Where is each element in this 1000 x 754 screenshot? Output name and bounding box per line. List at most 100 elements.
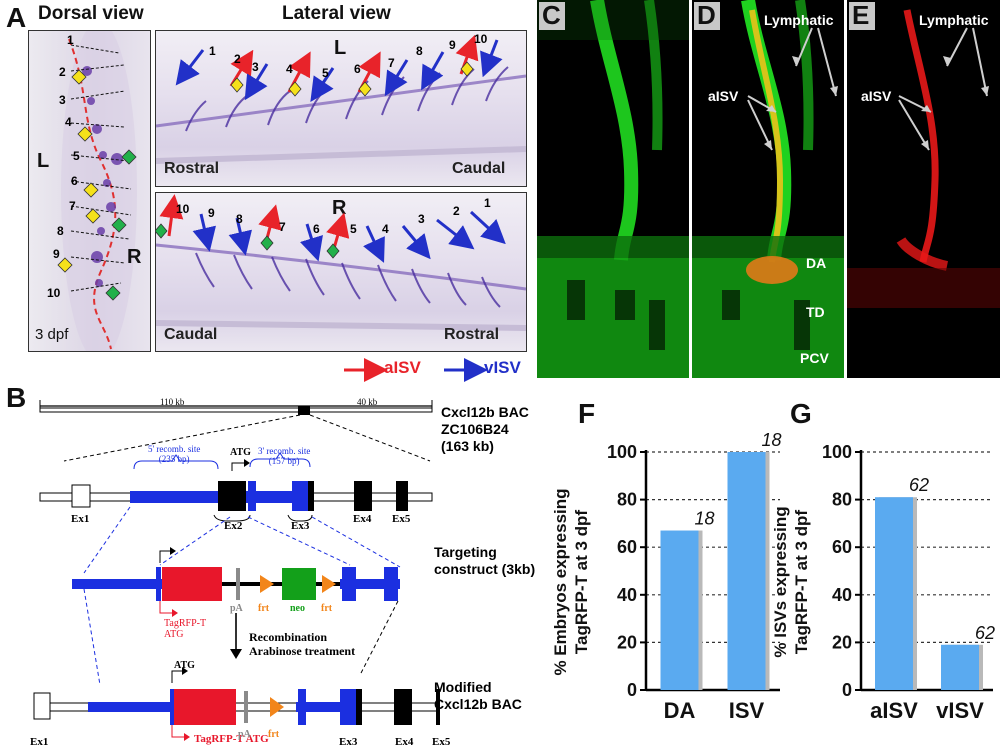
dorsal-view-title: Dorsal view xyxy=(38,3,144,24)
panel-d-aisv-label: aISV xyxy=(708,88,739,104)
panel-c-letter-box xyxy=(539,2,565,30)
tagrfp-atg-modified: TagRFP-T ATG xyxy=(194,733,269,745)
dorsal-number: 4 xyxy=(65,115,72,129)
recomb-5-line: (235 bp) xyxy=(158,454,190,464)
dorsal-number: 2 xyxy=(59,65,66,79)
targeting-title: Targeting construct (3kb) xyxy=(434,544,535,578)
panel-b-diagram xyxy=(33,400,440,741)
lateral-arrows-overlay xyxy=(155,34,506,263)
atg-label: ATG xyxy=(230,447,251,458)
lateral-bottom-number: 6 xyxy=(313,222,320,236)
frt-label: frt xyxy=(258,603,270,614)
x-tick-label: aISV xyxy=(870,698,918,723)
y-tick-label: 100 xyxy=(607,442,637,462)
legend-aisv: aISV xyxy=(384,358,421,377)
panel-d-drawing xyxy=(692,0,844,378)
arrow-legend xyxy=(344,358,488,382)
panel-g-ylabel-line: TagRFP-T at 3 dpf xyxy=(792,509,811,655)
lateral-bottom-number: 1 xyxy=(484,196,491,210)
panel-d-da-label: DA xyxy=(806,255,827,271)
lateral-top-number: 6 xyxy=(354,62,361,76)
bar xyxy=(660,530,699,690)
lateral-top-number: 3 xyxy=(252,60,259,74)
panel-g-letter: G xyxy=(790,398,812,429)
dorsal-number: 1 xyxy=(67,33,74,47)
y-tick-label: 100 xyxy=(822,442,852,462)
dorsal-number: 8 xyxy=(57,224,64,238)
lateral-bottom-left-label: Caudal xyxy=(164,326,218,343)
pa-label: pA xyxy=(230,603,243,614)
dorsal-number: 6 xyxy=(71,174,78,188)
lateral-top-number: 1 xyxy=(209,44,216,58)
recomb-3-line: 3' recomb. site xyxy=(258,446,311,456)
bar xyxy=(875,497,913,690)
exon-label: Ex2 xyxy=(224,520,243,532)
lateral-bottom-number: 4 xyxy=(382,222,389,236)
bac-title: Cxcl12b BAC ZC106B24 (163 kb) xyxy=(441,404,529,455)
recombination-line: Recombination xyxy=(249,630,327,644)
exon-label: Ex4 xyxy=(353,513,372,525)
panel-d-letter-box xyxy=(694,2,720,30)
lateral-top-side-label: L xyxy=(334,37,347,59)
recomb-3-label: 3' recomb. site (157 bp) xyxy=(258,446,310,466)
lateral-bottom-number: 3 xyxy=(418,212,425,226)
panel-a-letter: A xyxy=(6,2,27,33)
panel-f-ylabel-line: % Embryos expressing xyxy=(551,488,570,676)
dorsal-view-drawing xyxy=(57,31,137,351)
panel-d-lymphatic-label: Lymphatic xyxy=(764,12,834,28)
bac-left-length: 110 kb xyxy=(160,397,185,407)
recomb-5-line: 5' recomb. site xyxy=(148,444,201,454)
panel-f-letter: F xyxy=(578,398,596,429)
dorsal-number: 5 xyxy=(73,149,80,163)
exon-label: Ex3 xyxy=(291,520,310,532)
bar xyxy=(941,644,979,690)
panel-f-ylabel-line: TagRFP-T at 3 dpf xyxy=(572,509,591,655)
recombination-label: Recombination Arabinose treatment xyxy=(249,630,355,658)
lateral-bottom-number: 2 xyxy=(453,204,460,218)
modified-bac-title: Modified Cxcl12b BAC xyxy=(434,679,522,713)
lateral-top-number: 10 xyxy=(474,32,488,46)
dorsal-left-side-label: L xyxy=(37,150,50,172)
exon-label-modified: Ex3 xyxy=(339,736,358,748)
bac-title-line: (163 kb) xyxy=(441,438,494,454)
lateral-top-left-label: Rostral xyxy=(164,160,220,177)
panel-f-chart: 0 20 40 60 80 100 18 DA 18 ISV xyxy=(607,430,782,723)
panel-e-letter-box xyxy=(849,2,875,30)
y-tick-label: 20 xyxy=(832,632,852,652)
tagrfp-atg-label: TagRFP-T ATG xyxy=(164,618,206,640)
recombination-line: Arabinose treatment xyxy=(249,644,356,658)
y-tick-label: 0 xyxy=(842,680,852,700)
y-tick-label: 20 xyxy=(617,632,637,652)
exon-label-modified: Ex4 xyxy=(395,736,414,748)
legend-visv: vISV xyxy=(484,358,521,377)
lateral-bottom-number: 8 xyxy=(236,212,243,226)
lateral-top-number: 2 xyxy=(234,52,241,66)
bar-annotation: 62 xyxy=(975,623,995,643)
tagrfp-atg-line: TagRFP-T xyxy=(164,618,207,629)
lateral-top-number: 5 xyxy=(322,66,329,80)
pa-label-modified: pA xyxy=(238,729,251,740)
panel-d-image: D Lymphatic aISV DA TD PCV xyxy=(692,0,844,378)
x-tick-label: ISV xyxy=(729,698,765,723)
modified-bac-line: Cxcl12b BAC xyxy=(434,696,522,712)
panel-c-drawing xyxy=(537,0,689,378)
y-tick-label: 40 xyxy=(832,585,852,605)
exon-label: Ex5 xyxy=(392,513,411,525)
panel-b-letter: B xyxy=(6,382,27,413)
y-tick-label: 0 xyxy=(627,680,637,700)
lateral-top-right-label: Caudal xyxy=(452,160,506,177)
modified-bac-line: Modified xyxy=(434,679,492,695)
lateral-bottom-right-label: Rostral xyxy=(444,326,500,343)
dorsal-number: 3 xyxy=(59,93,66,107)
panel-e-drawing xyxy=(847,9,1000,308)
lateral-top-number: 8 xyxy=(416,44,423,58)
exon-label-modified: Ex1 xyxy=(30,736,49,748)
dorsal-number: 10 xyxy=(47,286,61,300)
panel-e-image: E Lymphatic aISV xyxy=(847,0,1000,378)
dorsal-number: 7 xyxy=(69,199,76,213)
panel-c-letter: C xyxy=(542,0,561,30)
lateral-bottom-number: 9 xyxy=(208,206,215,220)
y-tick-label: 60 xyxy=(832,537,852,557)
bar xyxy=(727,452,766,690)
recomb-3-line: (157 bp) xyxy=(268,456,300,466)
